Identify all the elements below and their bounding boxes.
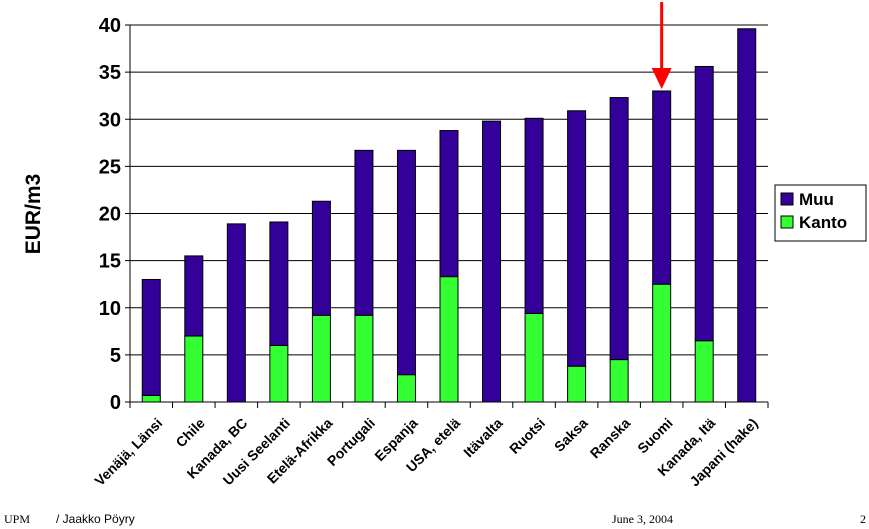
bar-kanto-4: [311, 314, 331, 403]
bar-muu-8: [482, 120, 502, 403]
footer-author: / Jaakko Pöyry: [56, 512, 135, 526]
bar-muu-14: [737, 28, 757, 403]
bar-kanto-13: [694, 340, 714, 403]
bar-muu-2: [226, 223, 246, 403]
bar-kanto-12: [652, 283, 672, 403]
x-category-label: Ruotsi: [506, 415, 548, 457]
y-tick-label: 40: [99, 15, 121, 37]
x-category-label: Saksa: [551, 415, 591, 455]
bar-muu-1: [184, 255, 204, 337]
bar-kanto-0: [141, 394, 161, 403]
x-category-label: Itävalta: [460, 415, 506, 461]
arrow-head: [651, 68, 672, 89]
legend-label-kanto: Kanto: [799, 213, 847, 232]
legend-swatch-kanto: [780, 215, 794, 229]
legend-label-muu: Muu: [799, 190, 834, 209]
x-category-label: Suomi: [634, 415, 676, 457]
bar-kanto-3: [269, 344, 289, 403]
highlight-arrow: [651, 2, 672, 89]
bar-muu-5: [354, 149, 374, 316]
axes: [129, 25, 769, 408]
footer-company: UPM: [4, 512, 31, 526]
x-category-label: Venäjä, Länsi: [91, 415, 165, 489]
bar-kanto-10: [567, 365, 587, 403]
y-tick-label: 0: [110, 392, 121, 414]
bar-kanto-9: [524, 312, 544, 403]
bar-muu-10: [567, 110, 587, 367]
bar-muu-4: [311, 200, 331, 316]
footer-page-number: 2: [860, 512, 866, 526]
y-tick-label: 30: [99, 109, 121, 131]
bar-muu-11: [609, 97, 629, 361]
bar-muu-0: [141, 278, 161, 396]
bar-muu-13: [694, 65, 714, 342]
y-axis-label: EUR/m3: [22, 174, 45, 255]
bars: [141, 28, 757, 403]
bar-kanto-6: [396, 374, 416, 403]
legend: Muu Kanto: [774, 184, 867, 242]
bar-muu-6: [396, 149, 416, 376]
bar-muu-12: [652, 90, 672, 285]
y-tick-label: 25: [99, 156, 121, 178]
bar-muu-9: [524, 117, 544, 314]
bar-muu-3: [269, 221, 289, 346]
bar-kanto-1: [184, 335, 204, 403]
bar-kanto-11: [609, 359, 629, 403]
x-category-label: Chile: [172, 415, 208, 451]
y-tick-labels: 0 5 10 15 20 25 30 35 40: [99, 15, 121, 414]
x-category-label: Ranska: [587, 415, 634, 462]
y-tick-label: 15: [99, 251, 121, 273]
footer-date: June 3, 2004: [612, 512, 673, 526]
y-tick-label: 20: [99, 204, 121, 226]
bar-kanto-5: [354, 314, 374, 403]
bar-kanto-7: [439, 276, 459, 403]
y-tick-label: 5: [110, 345, 121, 367]
y-tick-label: 35: [99, 62, 121, 84]
y-tick-label: 10: [99, 298, 121, 320]
legend-swatch-muu: [780, 192, 794, 206]
bar-muu-7: [439, 130, 459, 278]
